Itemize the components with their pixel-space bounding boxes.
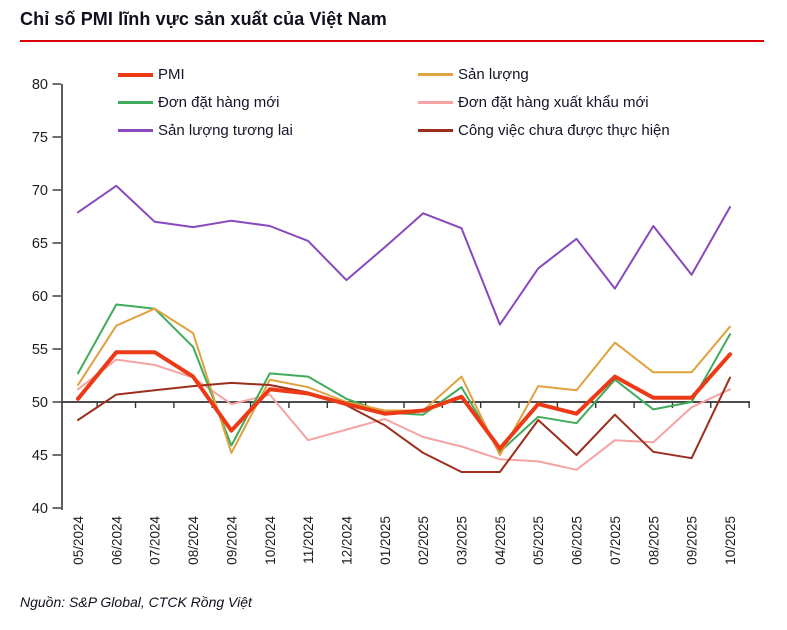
x-axis-tick-label: 03/2025: [455, 516, 470, 565]
legend-item-new-export-orders: Đơn đặt hàng xuất khẩu mới: [418, 94, 748, 111]
x-axis-tick-label: 08/2024: [186, 516, 201, 565]
x-axis-tick-label: 07/2024: [148, 516, 163, 565]
source-caption: Nguồn: S&P Global, CTCK Rồng Việt: [20, 594, 252, 610]
x-axis-tick-label: 10/2024: [263, 516, 278, 565]
x-axis-tick-label: 06/2024: [109, 516, 124, 565]
legend-label-new-export-orders: Đơn đặt hàng xuất khẩu mới: [458, 94, 649, 111]
chart-title: Chỉ số PMI lĩnh vực sản xuất của Việt Na…: [20, 9, 387, 29]
x-axis-tick-label: 12/2024: [339, 516, 354, 565]
legend-item-backlogs: Công việc chưa được thực hiện: [418, 122, 748, 139]
legend-label-future-output: Sản lượng tương lai: [158, 122, 293, 139]
legend-item-new-orders: Đơn đặt hàng mới: [118, 94, 418, 111]
y-axis-tick-label: 50: [32, 395, 48, 411]
x-axis-tick-label: 05/2024: [71, 516, 86, 565]
x-axis-tick-label: 07/2025: [608, 516, 623, 565]
legend-swatch-future-output: [118, 129, 153, 132]
series-line-3: [77, 358, 731, 471]
series-line-5: [77, 376, 731, 473]
x-axis-tick-label: 10/2025: [723, 516, 738, 565]
chart-legend: PMI Sản lượng Đơn đặt hàng mới Đơn đặt h…: [118, 66, 748, 139]
legend-swatch-new-orders: [118, 101, 153, 104]
series-line-4: [77, 184, 731, 326]
x-axis-tick-label: 02/2025: [416, 516, 431, 565]
legend-item-future-output: Sản lượng tương lai: [118, 122, 418, 139]
x-axis-tick-label: 11/2024: [301, 516, 316, 564]
y-axis-tick-label: 65: [32, 236, 48, 252]
legend-label-pmi: PMI: [158, 66, 185, 83]
x-axis-tick-label: 09/2024: [224, 516, 239, 565]
legend-label-backlogs: Công việc chưa được thực hiện: [458, 122, 670, 139]
series-line-2: [77, 303, 731, 453]
x-axis-tick-label: 05/2025: [531, 516, 546, 565]
y-axis-tick-label: 60: [32, 289, 48, 305]
series-line-0: [76, 350, 732, 451]
legend-label-new-orders: Đơn đặt hàng mới: [158, 94, 280, 111]
legend-item-pmi: PMI: [118, 66, 418, 83]
legend-swatch-new-export-orders: [418, 101, 453, 104]
x-axis-tick-label: 09/2025: [685, 516, 700, 565]
x-axis-tick-label: 01/2025: [378, 516, 393, 565]
title-underline-rule: [20, 40, 764, 42]
y-axis-tick-label: 70: [32, 183, 48, 199]
y-axis-tick-label: 80: [32, 77, 48, 93]
y-axis-tick-label: 55: [32, 342, 48, 358]
legend-label-output: Sản lượng: [458, 66, 529, 83]
x-axis-tick-label: 08/2025: [646, 516, 661, 565]
y-axis-tick-label: 45: [32, 448, 48, 464]
x-axis-tick-label: 06/2025: [570, 516, 585, 565]
y-axis-tick-label: 75: [32, 130, 48, 146]
legend-swatch-output: [418, 73, 453, 76]
legend-swatch-backlogs: [418, 129, 453, 132]
legend-item-output: Sản lượng: [418, 66, 748, 83]
y-axis-tick-label: 40: [32, 501, 48, 517]
legend-swatch-pmi: [118, 72, 153, 77]
x-axis-tick-label: 04/2025: [493, 516, 508, 565]
